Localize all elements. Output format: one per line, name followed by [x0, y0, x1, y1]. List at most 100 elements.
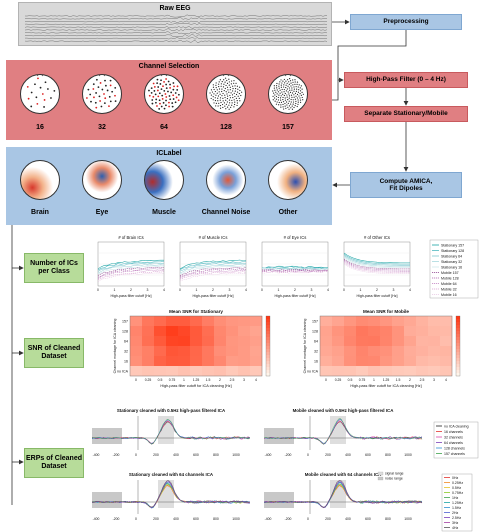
eeg-trace	[25, 25, 327, 29]
snr-cell	[142, 336, 155, 347]
snr-cell	[320, 356, 333, 367]
iclabel-title: ICLabel	[156, 150, 182, 157]
snr-cell	[392, 346, 405, 357]
snr-ytick: 128	[312, 329, 318, 333]
snr-cell	[320, 336, 333, 347]
ic-plot-xtick: 1	[278, 288, 280, 292]
ic-count-plots: # of Brain ICs High-pass filter cutoff [H…	[97, 235, 479, 299]
ic-legend-entry: Mobile 32	[441, 287, 457, 291]
snr-cell	[154, 336, 167, 347]
snr-cell	[344, 366, 357, 377]
ic-class-label: Eye	[95, 209, 109, 216]
ic-series-line	[97, 264, 165, 274]
ic-series-line	[343, 262, 410, 273]
snr-ytick: 32	[124, 349, 128, 353]
ic-series-line	[97, 259, 165, 270]
eeg-trace	[25, 34, 327, 37]
ic-legend-entry: Mobile 16	[441, 293, 457, 297]
ic-class-label: Channel Noise	[201, 209, 251, 216]
ic-series-line	[179, 268, 247, 278]
snr-cell	[404, 346, 417, 357]
snr-xtick: 0.5	[158, 378, 163, 382]
snr-cell	[332, 366, 345, 377]
ic-legend-entry: Mobile 64	[441, 282, 457, 286]
snr-cell	[440, 316, 453, 327]
snr-cell	[238, 346, 251, 357]
ic-legend-entry: Stationary 157	[441, 243, 464, 247]
snr-cell	[190, 366, 203, 377]
snr-ytick: 157	[312, 319, 318, 323]
ic-series-line	[343, 253, 410, 265]
snr-cell	[356, 356, 369, 367]
snr-cell	[202, 316, 215, 327]
snr-cell	[404, 326, 417, 337]
snr-cell	[190, 336, 203, 347]
snr-cell	[368, 366, 381, 377]
snr-cell	[130, 366, 143, 377]
ic-plot-xtick: 4	[245, 288, 247, 292]
erp-legend-entry: 32 channels	[444, 435, 463, 439]
erp-hz-legend-entry: 2.5Hz	[452, 516, 461, 520]
snr-cell	[238, 366, 251, 377]
snr-cell	[356, 326, 369, 337]
snr-cell	[416, 336, 429, 347]
erp-xtick: -200	[113, 517, 120, 521]
snr-cell	[332, 316, 345, 327]
erp-xtick: 200	[153, 453, 159, 457]
ic-plot-xtick: 0	[261, 288, 263, 292]
ic-plot-title: # of Muscle ICs	[199, 235, 228, 240]
erp-xtick: -200	[113, 453, 120, 457]
snr-cell	[190, 346, 203, 357]
snr-ytick: no ICA	[117, 369, 129, 373]
snr-cell	[380, 316, 393, 327]
channel-head-32	[82, 72, 122, 114]
snr-xlabel: High-pass filter cutoff for ICA cleaning…	[350, 384, 421, 388]
ic-plot-title: # of Eye ICs	[284, 235, 307, 240]
ic-series-line	[179, 261, 246, 271]
snr-cell	[344, 356, 357, 367]
ic-series-line	[261, 269, 329, 272]
erp-line1: ERPs of Cleaned	[25, 454, 82, 462]
snr-cell	[154, 346, 167, 357]
eeg-trace	[25, 17, 327, 21]
snr-cell	[440, 366, 453, 377]
ic-plot-xtick: 4	[327, 288, 329, 292]
ic-plot-xtick: 2	[130, 288, 132, 292]
snr-cell	[130, 336, 143, 347]
num-ics-box: Number of ICs per Class	[24, 253, 84, 283]
snr-ytick: 16	[124, 359, 128, 363]
channel-count-label: 16	[36, 124, 44, 131]
snr-xtick: 0.75	[169, 378, 176, 382]
snr-cell	[202, 366, 215, 377]
ic-series-line	[343, 259, 410, 271]
erp-series-line	[91, 480, 251, 508]
erp-hz-legend-entry: 1.25Hz	[452, 501, 463, 505]
snr-cell	[226, 366, 239, 377]
erp-hz-legend-entry: 0.5Hz	[452, 486, 461, 490]
ic-series-line	[343, 252, 410, 264]
ic-map-channel-noise	[206, 160, 246, 200]
snr-cell	[130, 356, 143, 367]
snr-cell	[250, 366, 263, 377]
ic-plot-xtick: 3	[311, 288, 313, 292]
snr-cell	[178, 326, 191, 337]
snr-cell	[142, 316, 155, 327]
snr-ytick: 32	[314, 349, 318, 353]
erp-xtick: 800	[385, 517, 391, 521]
erp-title: Mobile cleaned with 0.5Hz high-pass filt…	[293, 408, 395, 413]
ic-series-line	[179, 267, 247, 277]
snr-xtick: 2.5	[420, 378, 425, 382]
snr-xtick: 3	[243, 378, 245, 382]
num-ics-line1: Number of ICs	[30, 259, 78, 267]
snr-cell	[344, 346, 357, 357]
erp-series-line	[263, 480, 423, 509]
ic-series-line	[261, 266, 329, 269]
noise-range	[92, 428, 122, 444]
erp-xtick: 1000	[404, 517, 412, 521]
snr-cell	[190, 316, 203, 327]
snr-cell	[356, 316, 369, 327]
snr-cell	[428, 356, 441, 367]
channel-count-label: 128	[220, 124, 232, 131]
